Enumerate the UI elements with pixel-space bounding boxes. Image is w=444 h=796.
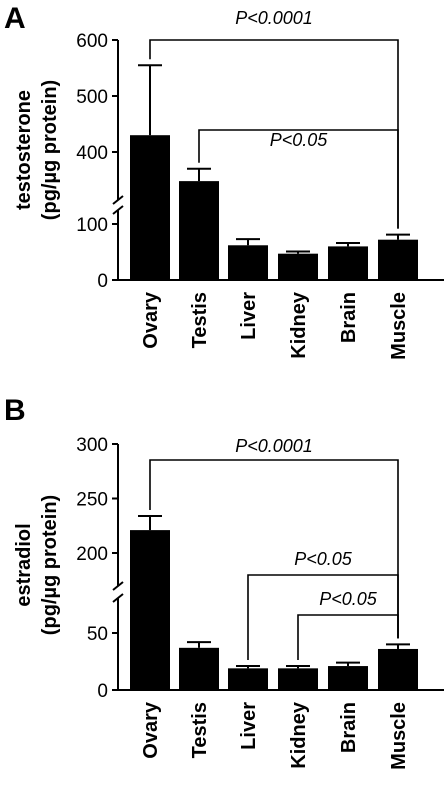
bar-ovary — [130, 530, 170, 690]
x-tick-label: Ovary — [140, 291, 162, 349]
y-tick-label: 50 — [87, 624, 108, 645]
y-tick-label: 250 — [76, 490, 108, 511]
y-axis-label-line1: estradiol — [13, 523, 35, 606]
y-tick-label: 400 — [76, 143, 108, 164]
x-tick-label: Liver — [238, 292, 260, 340]
significance-bracket — [198, 129, 399, 229]
axis-break-mark — [112, 205, 124, 215]
bar-testis — [179, 181, 219, 280]
p-value-label: P<0.05 — [270, 130, 329, 150]
x-tick-label: Kidney — [288, 701, 310, 769]
axis-break-mark — [112, 195, 124, 205]
panel-label: A — [4, 2, 26, 35]
y-axis-label: estradiol (pg/µg protein) — [13, 495, 61, 635]
y-tick-label: 500 — [76, 87, 108, 108]
x-tick-label: Kidney — [288, 291, 310, 359]
y-tick-label: 100 — [76, 215, 108, 236]
x-tick-label: Brain — [338, 702, 360, 753]
axis-break-mark — [112, 581, 124, 591]
y-axis-label-line2: (pg/µg protein) — [39, 495, 61, 635]
p-value-label: P<0.0001 — [235, 436, 313, 456]
panel-label: B — [4, 394, 26, 427]
y-axis-label: testosterone (pg/µg protein) — [13, 80, 61, 220]
y-tick-label: 0 — [97, 271, 108, 292]
bar-testis — [179, 647, 219, 690]
p-value-label: P<0.05 — [294, 549, 353, 569]
significance-bracket — [247, 574, 399, 661]
y-tick-label: 600 — [76, 31, 108, 52]
y-tick-label: 200 — [76, 544, 108, 565]
bar-muscle — [378, 239, 418, 280]
x-tick-label: Testis — [189, 702, 211, 758]
p-value-label: P<0.05 — [319, 589, 378, 609]
bar-ovary — [130, 135, 170, 280]
x-tick-label: Muscle — [388, 292, 410, 360]
p-value-label: P<0.0001 — [235, 8, 313, 28]
y-axis-label-line2: (pg/µg protein) — [39, 80, 61, 220]
x-tick-label: Ovary — [140, 701, 162, 759]
bar-liver — [228, 245, 268, 280]
bar-kidney — [278, 668, 318, 690]
x-tick-label: Muscle — [388, 702, 410, 770]
bar-muscle — [378, 648, 418, 690]
x-tick-label: Liver — [238, 702, 260, 750]
y-tick-label: 0 — [97, 681, 108, 702]
bar-brain — [328, 666, 368, 690]
significance-bracket — [149, 459, 399, 639]
significance-bracket — [297, 614, 399, 661]
bar-kidney — [278, 253, 318, 280]
bar-liver — [228, 668, 268, 690]
x-tick-label: Testis — [189, 292, 211, 348]
bar-brain — [328, 246, 368, 280]
axis-break-mark — [112, 593, 124, 603]
y-axis-label-line1: testosterone — [13, 90, 35, 210]
y-tick-label: 300 — [76, 435, 108, 456]
x-tick-label: Brain — [338, 292, 360, 343]
